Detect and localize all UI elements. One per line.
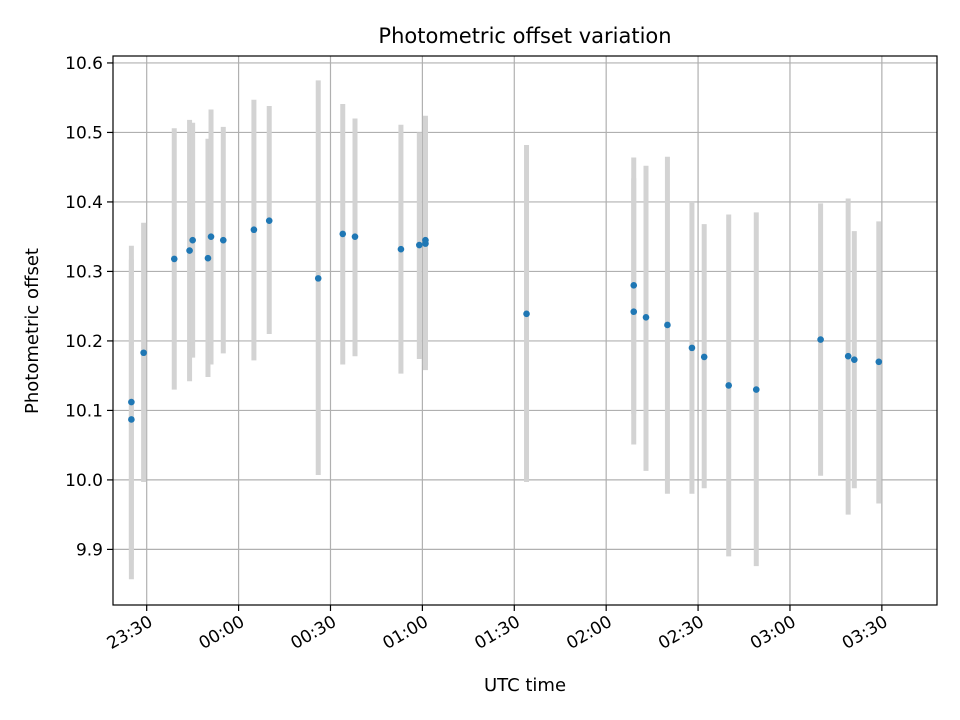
- data-point: [314, 275, 322, 282]
- data-point: [204, 254, 212, 262]
- data-point: [875, 358, 883, 366]
- data-point: [416, 241, 423, 249]
- data-point: [397, 245, 405, 253]
- y-tick-label: 10.4: [65, 193, 103, 213]
- data-point: [725, 382, 733, 389]
- data-point: [850, 356, 858, 363]
- y-tick-label: 9.9: [76, 540, 103, 560]
- data-point: [250, 226, 258, 234]
- y-tick-label: 10.0: [65, 471, 103, 491]
- data-point: [339, 230, 347, 238]
- data-point: [128, 416, 135, 423]
- plot-frame: [112, 55, 938, 606]
- data-point: [664, 321, 671, 329]
- y-tick-label: 10.2: [65, 332, 103, 352]
- data-point: [817, 336, 824, 343]
- y-tick-label: 10.1: [65, 401, 103, 421]
- y-axis-label: Photometric offset: [22, 248, 43, 414]
- data-point: [207, 233, 215, 240]
- y-tick-label: 10.5: [65, 123, 103, 143]
- data-point: [170, 255, 178, 263]
- y-axis-ticks: 9.9 10.0 10.1 10.2 10.3 10.4 10.5 10.6: [65, 54, 113, 560]
- data-point: [700, 353, 708, 361]
- data-point: [523, 310, 530, 318]
- data-point: [844, 352, 852, 360]
- data-point: [140, 349, 147, 357]
- y-tick-label: 10.6: [65, 54, 103, 74]
- data-point: [688, 344, 696, 352]
- x-axis-label: UTC time: [484, 675, 566, 696]
- data-point: [186, 247, 193, 254]
- data-point: [351, 233, 359, 240]
- data-point: [630, 308, 638, 316]
- data-point: [128, 398, 135, 406]
- data-point: [642, 313, 650, 321]
- data-point: [219, 236, 227, 244]
- data-points: [128, 217, 883, 423]
- y-tick-label: 10.3: [65, 262, 103, 282]
- data-point: [630, 282, 638, 289]
- data-point: [422, 236, 429, 244]
- data-point: [752, 386, 760, 393]
- data-point: [189, 236, 196, 244]
- chart-title: Photometric offset variation: [378, 24, 671, 48]
- data-point: [265, 217, 273, 224]
